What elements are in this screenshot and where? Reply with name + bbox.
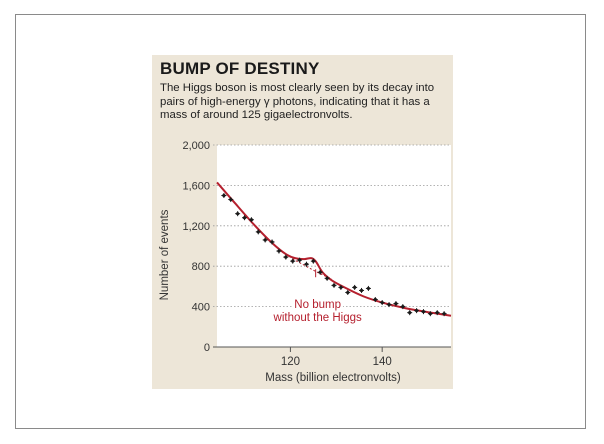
x-tick-label: 120 (281, 356, 300, 368)
y-axis: 0 400 800 1,200 1,600 2,000 (182, 140, 210, 354)
data-point (434, 310, 440, 316)
figure-title: BUMP OF DESTINY (160, 59, 320, 78)
data-point (407, 310, 413, 316)
data-point (393, 301, 399, 307)
data-point (420, 309, 426, 315)
x-axis: 120 140 (281, 347, 392, 368)
y-tick-label: 400 (192, 302, 210, 314)
annotation-text: without the Higgs (273, 312, 362, 324)
data-point (441, 311, 447, 317)
figure-subtitle: The Higgs boson is most clearly seen by … (160, 82, 435, 121)
data-point (427, 311, 433, 317)
annotation-text: No bump (294, 299, 341, 311)
x-tick-label: 140 (373, 356, 392, 368)
data-point (262, 237, 268, 243)
data-point (221, 193, 227, 198)
data-point (365, 285, 371, 291)
data-point (248, 217, 254, 223)
annotation-text-bg (270, 312, 365, 324)
series (216, 181, 452, 317)
data-point (331, 282, 337, 288)
y-tick-label: 0 (204, 342, 210, 354)
data-point (276, 248, 282, 254)
data-point (283, 254, 289, 260)
background-fit-line (285, 253, 332, 280)
figure-panel: BUMP OF DESTINY The Higgs boson is most … (152, 55, 453, 389)
higgs-mass-chart: 0 400 800 1,200 1,600 2,000 120 140 No bumpwit… (159, 140, 452, 384)
data-point (297, 257, 303, 263)
y-tick-label: 2,000 (182, 140, 210, 152)
data-point (345, 289, 351, 295)
x-axis-label: Mass (billion electronvolts) (265, 372, 401, 384)
data-point (372, 297, 378, 303)
data-point (228, 197, 234, 203)
y-axis-label: Number of events (159, 209, 171, 300)
data-point (379, 300, 385, 306)
data-point (317, 269, 323, 275)
data-point (235, 211, 241, 217)
data-point (400, 304, 406, 310)
data-point (324, 275, 330, 281)
y-tick-label: 800 (192, 261, 210, 273)
annotation-text-bg (292, 299, 343, 311)
data-point (386, 302, 392, 308)
y-tick-label: 1,600 (182, 180, 210, 192)
data-point (269, 239, 275, 245)
data-point (352, 284, 358, 290)
data-point (414, 308, 420, 314)
data-point (310, 258, 316, 264)
data-point (338, 284, 344, 290)
data-point (359, 287, 365, 293)
data-point (255, 229, 261, 235)
y-tick-label: 1,200 (182, 221, 210, 233)
data-point (303, 261, 309, 267)
data-point (242, 215, 248, 221)
data-point (290, 258, 296, 264)
